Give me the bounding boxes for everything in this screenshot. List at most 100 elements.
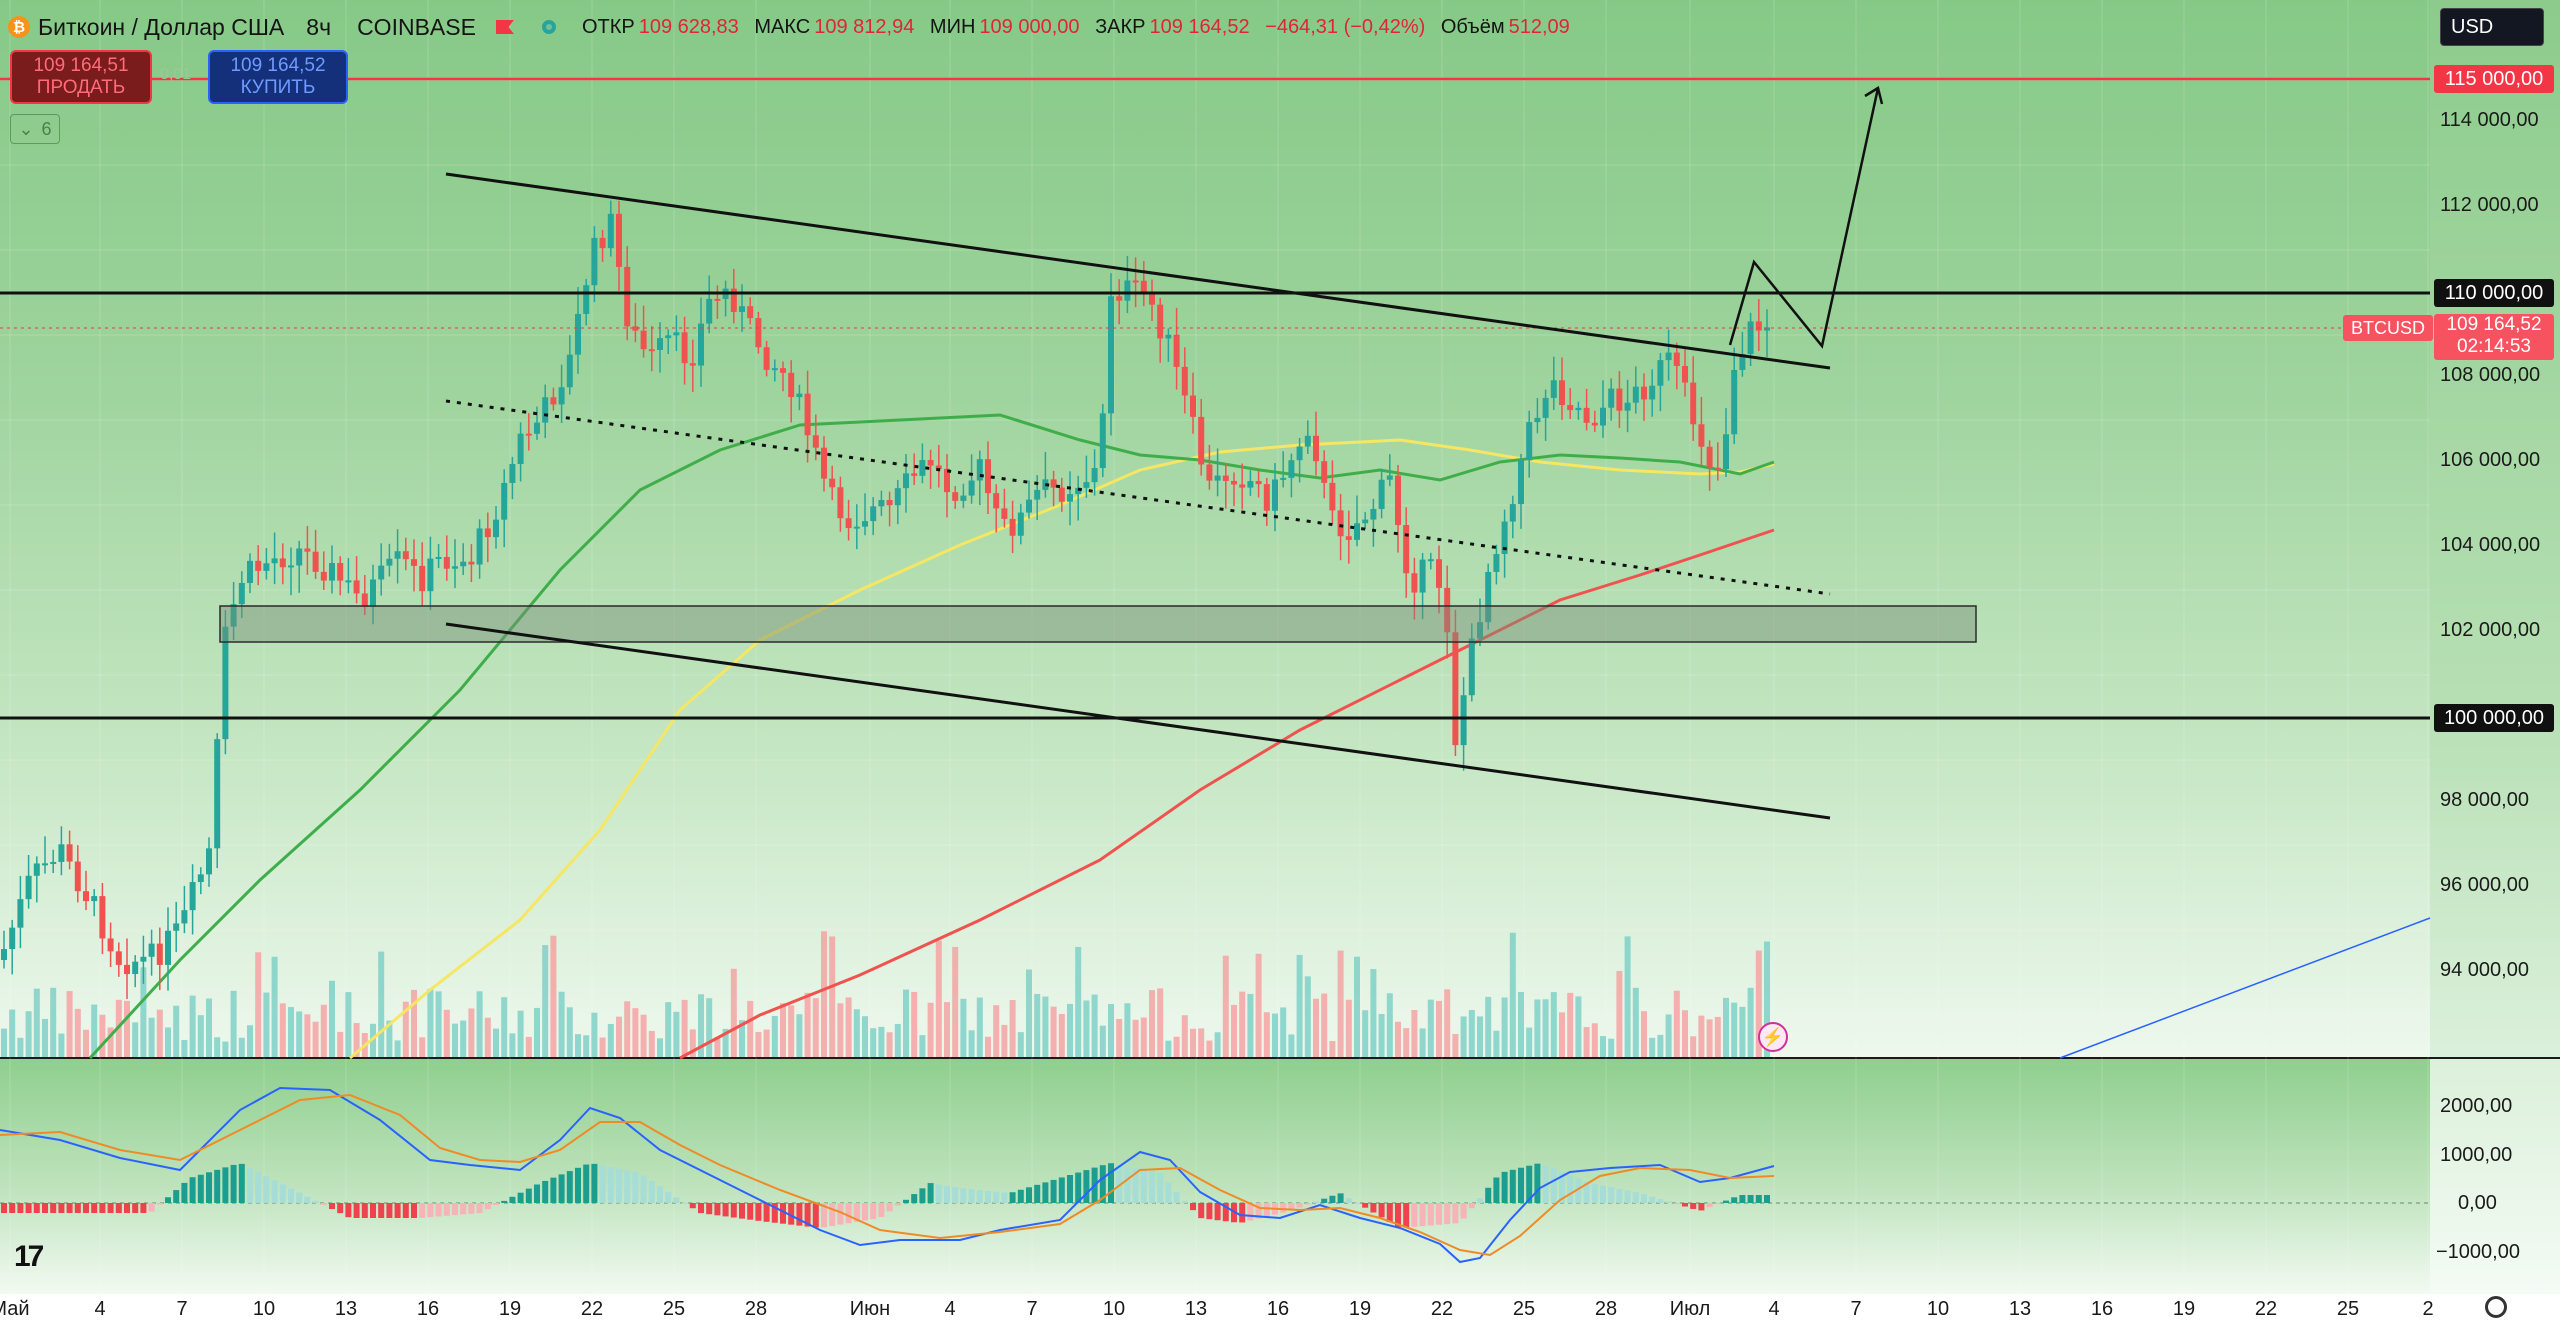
macd-hist-bar <box>460 1203 467 1215</box>
candle-body <box>673 332 680 336</box>
volume-bar <box>771 1015 778 1057</box>
macd-hist-bar <box>878 1203 885 1218</box>
macd-hist-bar <box>1739 1195 1746 1203</box>
volume-bar <box>1370 969 1377 1057</box>
macd-hist-bar <box>1026 1187 1032 1203</box>
time-label: 4 <box>944 1298 956 1320</box>
time-label: 19 <box>498 1298 522 1320</box>
time-scale[interactable] <box>0 1294 2560 1324</box>
macd-hist-bar <box>1641 1194 1647 1203</box>
candle-body <box>1280 477 1287 480</box>
candle-body <box>714 298 721 301</box>
candle-body <box>534 422 540 434</box>
lightning-alert-icon[interactable]: ⚡ <box>1758 1022 1788 1052</box>
price-scale[interactable] <box>2430 0 2560 1294</box>
macd-hist-bar <box>1755 1195 1762 1203</box>
candle-body <box>124 964 130 975</box>
candle-body <box>1116 296 1123 301</box>
candle-body <box>1304 435 1311 447</box>
level-115000-box[interactable]: 115 000,00 <box>2434 65 2554 93</box>
macd-hist-bar <box>1206 1203 1213 1220</box>
candle-body <box>1632 386 1639 403</box>
volume-bar <box>230 990 237 1057</box>
candle-body <box>550 397 557 405</box>
volume-bar <box>1542 999 1549 1057</box>
candle-body <box>1444 587 1451 633</box>
volume-bar <box>1591 1023 1598 1057</box>
volume-bar <box>1313 998 1319 1057</box>
indicators-toggle-button[interactable]: ⌄ 6 <box>10 114 60 144</box>
volume-bar <box>337 1031 344 1057</box>
bitcoin-logo-icon: ₿ <box>8 16 30 38</box>
volume-bar <box>591 1012 598 1057</box>
macd-hist-bar <box>132 1203 139 1213</box>
candle-body <box>607 213 614 249</box>
volume-bar <box>1493 1030 1500 1057</box>
volume-bar <box>1001 1024 1008 1057</box>
volume-bar <box>862 1016 868 1057</box>
candle-body <box>238 582 245 605</box>
exchange-label[interactable]: COINBASE <box>357 13 476 40</box>
candle-body <box>1272 479 1278 511</box>
candle-body <box>468 561 475 565</box>
candle-body <box>698 323 704 366</box>
sell-button[interactable]: 109 164,51 ПРОДАТЬ <box>10 50 152 104</box>
macd-hist-bar <box>788 1203 795 1225</box>
macd-hist-bar <box>279 1184 286 1203</box>
macd-hist-bar <box>911 1194 918 1203</box>
currency-select[interactable]: USD <box>2440 8 2544 46</box>
price-label: 108 000,00 <box>2440 364 2541 386</box>
candle-body <box>1034 489 1041 500</box>
level-100000-box[interactable]: 100 000,00 <box>2434 704 2554 732</box>
candle-body <box>361 593 368 608</box>
spread-value: 0,01 <box>160 66 192 83</box>
macd-hist-bar <box>1214 1203 1221 1221</box>
tradingview-logo-icon[interactable]: 17 <box>14 1240 44 1273</box>
volume-bar <box>730 968 737 1057</box>
macd-hist-bar <box>1419 1203 1426 1227</box>
macd-hist-bar <box>853 1203 860 1222</box>
volume-bar <box>124 1000 130 1057</box>
macd-hist-bar <box>476 1203 483 1214</box>
volume-bar <box>1673 990 1680 1057</box>
macd-hist-bar <box>837 1203 844 1225</box>
pane-separator[interactable] <box>0 1057 2560 1059</box>
time-label: 28 <box>744 1298 768 1320</box>
volume-bar <box>1559 1012 1565 1057</box>
macd-hist-bar <box>1427 1203 1434 1226</box>
main-pane[interactable] <box>0 0 2430 1058</box>
status-dot-icon <box>541 20 556 34</box>
macd-hist-bar <box>1116 1164 1123 1203</box>
candle-body <box>829 478 836 488</box>
candle-body <box>484 528 491 538</box>
symbol-name[interactable]: Биткоин / Доллар США <box>38 13 285 40</box>
level-110000-box[interactable]: 110 000,00 <box>2434 279 2554 307</box>
macd-hist-bar <box>156 1203 163 1205</box>
price-label: 106 000,00 <box>2440 449 2541 471</box>
settings-gear-icon[interactable] <box>2485 1296 2507 1318</box>
macd-hist-bar <box>1181 1200 1188 1203</box>
macd-hist-bar <box>1198 1203 1205 1219</box>
candle-body <box>1026 499 1032 513</box>
volume-bar <box>378 951 385 1057</box>
volume-bar <box>165 1027 171 1057</box>
volume-bar <box>476 991 483 1057</box>
macd-hist-bar <box>378 1203 385 1218</box>
candle-body <box>689 363 696 366</box>
flag-icon[interactable] <box>495 20 514 34</box>
candle-body <box>452 566 458 569</box>
macd-hist-bar <box>435 1203 442 1217</box>
candle-body <box>320 571 327 581</box>
volume-bar <box>927 1002 934 1057</box>
volume-bar <box>1477 1016 1483 1057</box>
volume-bar <box>534 1007 540 1057</box>
volume-bar <box>1403 1028 1410 1057</box>
interval-label[interactable]: 8ч <box>306 13 332 40</box>
volume-bar <box>894 1023 901 1057</box>
candle-body <box>632 326 639 331</box>
macd-hist-bar <box>607 1167 614 1203</box>
time-label: 7 <box>176 1298 188 1320</box>
buy-button[interactable]: 109 164,52 КУПИТЬ <box>208 50 348 104</box>
macd-pane[interactable] <box>0 1059 2430 1294</box>
